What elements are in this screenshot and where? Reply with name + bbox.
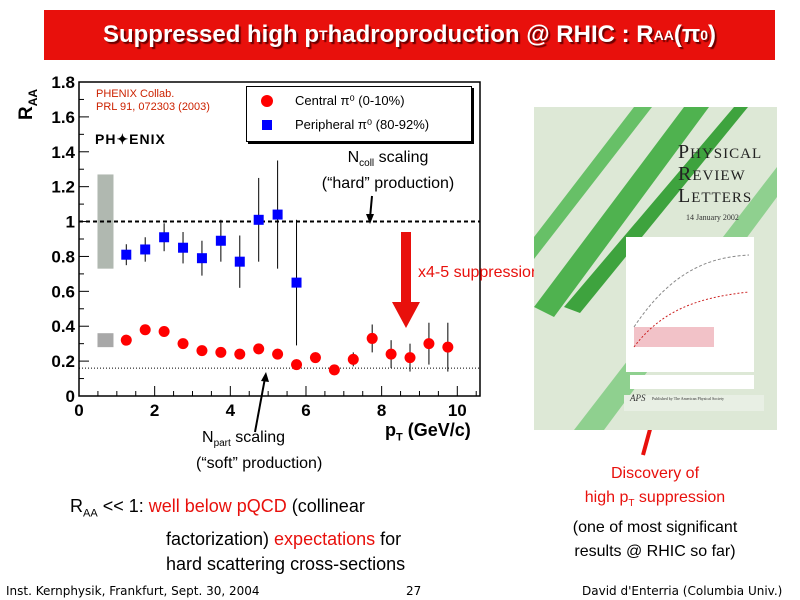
x-tick-label-1: 2 xyxy=(150,401,159,420)
aps-logo: APS xyxy=(630,393,646,403)
central-point-0 xyxy=(120,334,132,346)
peripheral-point-1 xyxy=(140,244,151,255)
y-tick-label-0: 0 xyxy=(66,387,75,406)
sys-band-1 xyxy=(97,333,114,348)
legend-peripheral-marker xyxy=(262,120,272,130)
central-point-16 xyxy=(423,338,435,350)
y-tick-label-9: 1.8 xyxy=(51,73,75,92)
central-point-4 xyxy=(196,345,208,357)
footer-right: David d'Enterria (Columbia Univ.) xyxy=(582,584,783,598)
peripheral-point-9 xyxy=(291,277,302,288)
central-point-5 xyxy=(215,346,227,358)
raa-note: RAA << 1: well below pQCD (collinear fac… xyxy=(70,496,406,574)
peripheral-point-7 xyxy=(253,214,264,225)
npart-annotation: Npart scaling (“soft” production) xyxy=(196,429,323,473)
legend: Central π⁰ (0-10%) Peripheral π⁰ (80-92%… xyxy=(246,86,472,142)
npart-pointer xyxy=(254,377,266,433)
central-point-17 xyxy=(442,341,454,353)
discovery-annotation: Discovery of high pT suppression (one of… xyxy=(572,465,738,561)
central-point-13 xyxy=(366,332,378,344)
cover-graphics xyxy=(534,107,777,430)
y-tick-label-1: 0.2 xyxy=(51,352,75,371)
central-point-2 xyxy=(158,325,170,337)
y-tick-label-4: 0.8 xyxy=(51,247,75,266)
peripheral-point-4 xyxy=(196,253,207,264)
peripheral-point-0 xyxy=(121,249,132,260)
peripheral-point-2 xyxy=(159,232,170,243)
suppression-label: x4-5 suppression xyxy=(418,264,540,281)
phenix-logo: PH✦ENIX xyxy=(95,131,166,147)
x-tick-label-3: 6 xyxy=(301,401,310,420)
y-tick-label-6: 1.2 xyxy=(51,178,75,197)
peripheral-point-6 xyxy=(234,256,245,267)
x-tick-label-0: 0 xyxy=(74,401,83,420)
y-tick-label-3: 0.6 xyxy=(51,282,75,301)
journal-name-line2: REVIEW xyxy=(678,163,746,185)
y-tick-label-5: 1 xyxy=(66,213,75,232)
journal-name-line3: LETTERS xyxy=(678,185,753,207)
footer-left: Inst. Kernphysik, Frankfurt, Sept. 30, 2… xyxy=(6,584,260,598)
journal-date: 14 January 2002 xyxy=(686,213,739,222)
central-point-12 xyxy=(347,353,359,365)
central-point-10 xyxy=(309,352,321,364)
central-point-1 xyxy=(139,324,151,336)
x-tick-label-5: 10 xyxy=(448,401,467,420)
suppression-arrow xyxy=(392,232,420,328)
central-point-14 xyxy=(385,348,397,360)
central-point-7 xyxy=(253,343,265,355)
journal-publisher: Published by The American Physical Socie… xyxy=(652,396,725,401)
peripheral-point-5 xyxy=(215,235,226,246)
footer-page-number: 27 xyxy=(406,584,422,598)
peripheral-point-3 xyxy=(178,242,189,253)
ncoll-annotation: Ncoll scaling (“hard” production) xyxy=(321,149,455,193)
collab-credit: PHENIX Collab. PRL 91, 072303 (2003) xyxy=(96,88,210,113)
central-point-3 xyxy=(177,338,189,350)
x-tick-label-2: 4 xyxy=(226,401,236,420)
ncoll-pointer-head xyxy=(366,214,374,224)
legend-central-label: Central π⁰ (0-10%) xyxy=(295,93,405,108)
legend-central-marker xyxy=(261,95,273,107)
journal-name-line1: PHYSICAL xyxy=(678,141,763,163)
peripheral-point-8 xyxy=(272,209,283,220)
central-point-6 xyxy=(234,348,246,360)
y-tick-label-8: 1.6 xyxy=(51,108,75,127)
y-tick-label-7: 1.4 xyxy=(51,143,75,162)
central-point-11 xyxy=(328,364,340,376)
x-axis-title: pT (GeV/c) xyxy=(385,420,471,444)
central-point-8 xyxy=(272,348,284,360)
legend-peripheral-label: Peripheral π⁰ (80-92%) xyxy=(295,117,430,132)
sys-band-0 xyxy=(97,174,114,269)
prl-journal-cover: PHYSICAL REVIEW LETTERS 14 January 2002 … xyxy=(534,107,777,430)
npart-pointer-head xyxy=(261,372,269,382)
y-tick-label-2: 0.4 xyxy=(51,317,75,336)
x-tick-label-4: 8 xyxy=(377,401,386,420)
central-point-9 xyxy=(291,359,303,371)
central-point-15 xyxy=(404,352,416,364)
